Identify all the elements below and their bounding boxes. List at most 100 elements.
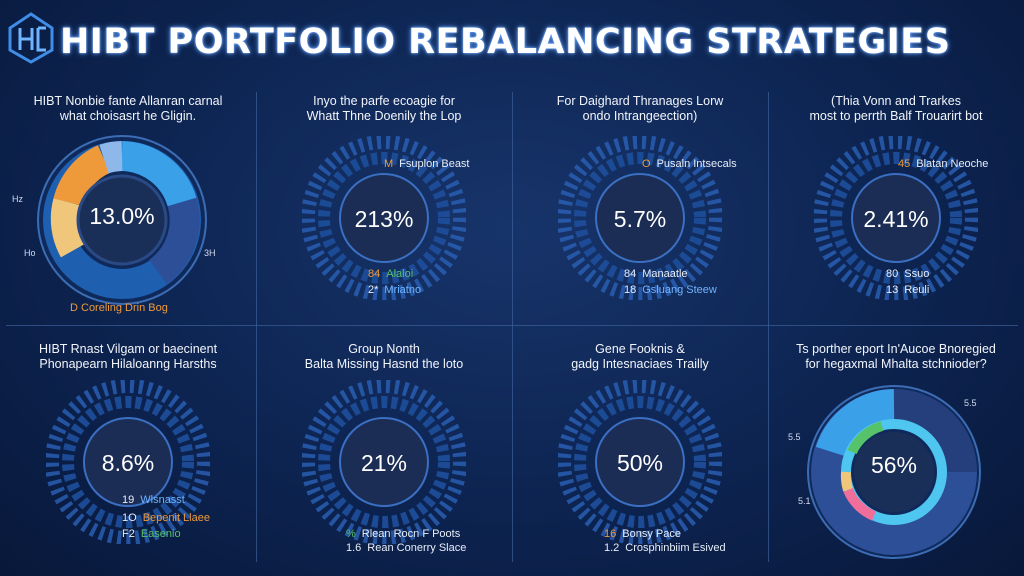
panel-title-line: (Thia Vonn and Trarkes [831,94,961,108]
legend-item: M Fsuplon Beast [384,158,470,170]
legend-label: Reuli [904,284,930,296]
panel-6: Group Nonth Balta Missing Hasnd the loto… [256,336,512,574]
legend-number: 45 [898,158,911,170]
ornamental-ring [46,380,210,544]
panel-title-line: most to perrth Balf Trouarirt bot [809,109,983,123]
legend-number: % [346,528,356,540]
panel-title: HIBT Rnast Vilgam or baecinent Phonapear… [4,342,252,372]
legend-item: D Coreling Drin Bog [70,302,168,314]
panel-divider [768,92,769,562]
panel-2: Inyo the parfe ecoagie for Whatt Thne Do… [256,88,512,326]
legend-number: 16 [604,528,617,540]
legend-number: 84 [624,268,637,280]
panel-title-line: for hegaxmal Mhalta stchnioder? [805,357,987,371]
center-value: 56% [870,452,918,478]
panel-title-line: Gene Fooknis & [595,342,685,356]
legend-number: 13 [886,284,899,296]
panel-divider [6,325,1018,326]
legend-label: Manaatle [642,268,688,280]
legend-item: 45 Blatan Neoche [898,158,988,170]
center-value: 13.0% [89,203,155,229]
panel-title-line: what choisasrt he Gligin. [59,109,197,123]
center-value: 2.41% [863,206,929,232]
side-label: Hz [12,194,23,204]
legend-item: 18 Gsluang Steew [624,284,717,296]
legend-number: 1.2 [604,542,620,554]
panel-title-line: HIBT Nonbie fante Allanran carnal [33,94,223,108]
ornamental-ring [302,380,466,544]
legend-number: 19 [122,494,135,506]
legend-label: Easenio [140,528,181,540]
panel-title: Ts porther eport In'Aucoe Bnoregied for … [772,342,1020,372]
panel-title: Inyo the parfe ecoagie for Whatt Thne Do… [260,94,508,124]
panel-title-line: Ts porther eport In'Aucoe Bnoregied [796,342,996,356]
legend-item: 1O Bepenit Llaee [122,512,210,524]
panel-divider [512,92,513,562]
legend-item: 13 Reuli [886,284,929,296]
legend-label: Wlsnasst [140,494,185,506]
donut-chart [804,382,984,562]
legend-label: Fsuplon Beast [399,158,470,170]
legend-label: Bonsy Pace [622,528,681,540]
legend-label: Crosphinbiim Esived [625,542,726,554]
side-label: 5.5 [964,398,977,408]
ornamental-ring [814,136,978,300]
center-value: 21% [360,450,408,476]
legend-item: 2* Mriatno [368,284,421,296]
panel-7: Gene Fooknis & gadg Intesnaciaes Trailly… [512,336,768,574]
legend-number: F2 [122,528,135,540]
ornamental-ring [302,136,466,300]
page-title: HIBT PORTFOLIO REBALANCING STRATEGIES [60,22,951,62]
panel-title: (Thia Vonn and Trarkes most to perrth Ba… [772,94,1020,124]
panel-title-line: Group Nonth [348,342,420,356]
legend-label: Rean Conerry Slace [367,542,467,554]
panel-5: HIBT Rnast Vilgam or baecinent Phonapear… [0,336,256,574]
legend-item: 1.6 Rean Conerry Slace [346,542,466,554]
legend-label: Alaloi [386,268,414,280]
panel-1: HIBT Nonbie fante Allanran carnal what c… [0,88,256,326]
panel-title: For Daighard Thranages Lorw ondo Intrang… [516,94,764,124]
legend-label: Bepenit Llaee [142,512,210,524]
panel-divider [256,92,257,562]
panel-3: For Daighard Thranages Lorw ondo Intrang… [512,88,768,326]
logo-icon [6,10,56,66]
legend-item: 84 Alaloi [368,268,413,280]
panel-title-line: Phonapearn Hilaloanng Harsths [39,357,217,371]
legend-label: Blatan Neoche [916,158,989,170]
panel-title-line: ondo Intrangeection) [582,109,698,123]
legend-label: Mriatno [384,284,422,296]
legend-item: 1.2 Crosphinbiim Esived [604,542,726,554]
panel-4: (Thia Vonn and Trarkes most to perrth Ba… [768,88,1024,326]
legend-item: O Pusaln Intsecals [642,158,737,170]
center-value: 50% [616,450,664,476]
panel-title-line: gadg Intesnaciaes Trailly [571,357,709,371]
legend-label: Pusaln Intsecals [656,158,737,170]
center-value: 213% [354,206,414,232]
legend-item: F2 Easenio [122,528,181,540]
center-value: 5.7% [613,206,667,232]
legend-number: 84 [368,268,381,280]
panel-title-line: HIBT Rnast Vilgam or baecinent [38,342,218,356]
header: HIBT PORTFOLIO REBALANCING STRATEGIES [0,0,1024,88]
legend-number: 1O [122,512,137,524]
legend-number: 80 [886,268,899,280]
legend-item: % Rlean Rocn F Poots [346,528,460,540]
legend-item: 80 Ssuo [886,268,929,280]
center-value: 8.6% [101,450,155,476]
side-label: 3H [204,248,216,258]
legend-number: 18 [624,284,637,296]
panel-title-line: Balta Missing Hasnd the loto [304,357,464,371]
panel-title-line: Whatt Thne Doenily the Lop [306,109,462,123]
ornamental-ring [558,136,722,300]
ornamental-ring [558,380,722,544]
panel-title: Group Nonth Balta Missing Hasnd the loto [260,342,508,372]
donut-chart [34,132,210,308]
legend-number: 2* [368,284,379,296]
side-label: Ho [24,248,36,258]
legend-number: M [384,158,394,170]
legend-number: 1.6 [346,542,362,554]
panel-title-line: For Daighard Thranages Lorw [556,94,724,108]
legend-label: Ssuo [904,268,930,280]
side-label: 5.5 [788,432,801,442]
legend-number: O [642,158,651,170]
